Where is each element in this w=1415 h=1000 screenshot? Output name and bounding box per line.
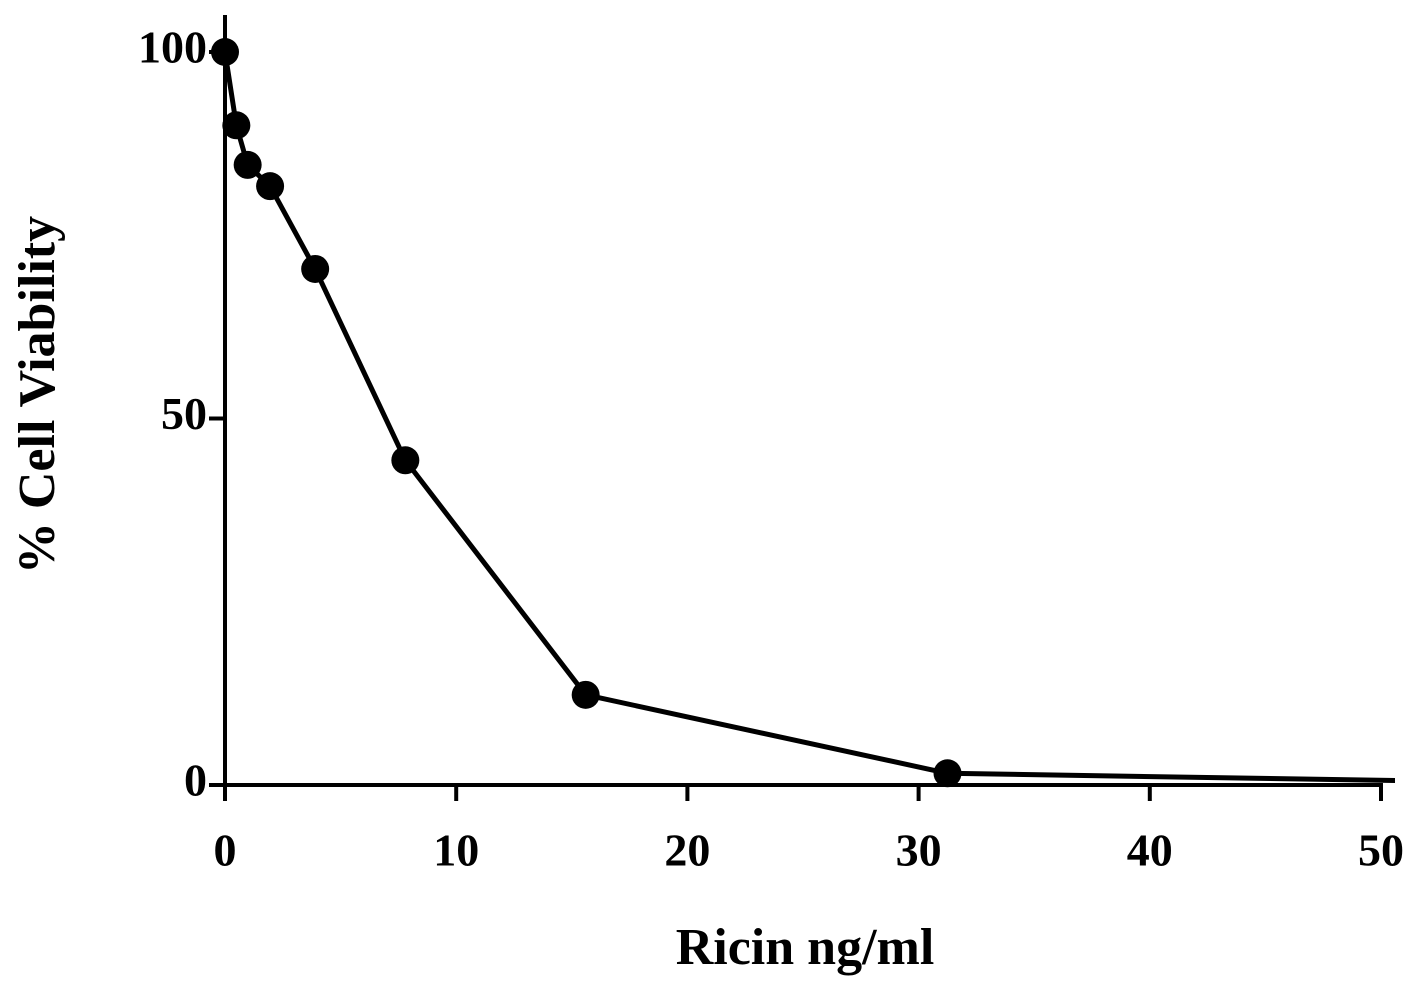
x-axis-title: Ricin ng/ml [676, 919, 935, 976]
data-point [571, 680, 600, 709]
data-point [301, 254, 330, 283]
data-point [211, 38, 239, 66]
data-point [933, 759, 962, 788]
y-tick-label: 50 [161, 388, 207, 439]
x-tick-label: 50 [1358, 825, 1404, 876]
data-point [233, 150, 262, 179]
y-tick-label: 100 [138, 22, 207, 73]
x-tick-label: 0 [214, 825, 237, 876]
y-tick-label: 0 [184, 755, 207, 806]
data-point [256, 172, 285, 201]
plot-area [211, 38, 1395, 788]
data-point [391, 446, 420, 475]
y-axis-title: % Cell Viability [9, 216, 66, 574]
data-line [222, 51, 1395, 784]
x-tick-label: 20 [664, 825, 710, 876]
x-tick-label: 10 [433, 825, 479, 876]
x-tick-label: 40 [1127, 825, 1173, 876]
x-tick-label: 30 [896, 825, 942, 876]
data-point [222, 111, 251, 140]
